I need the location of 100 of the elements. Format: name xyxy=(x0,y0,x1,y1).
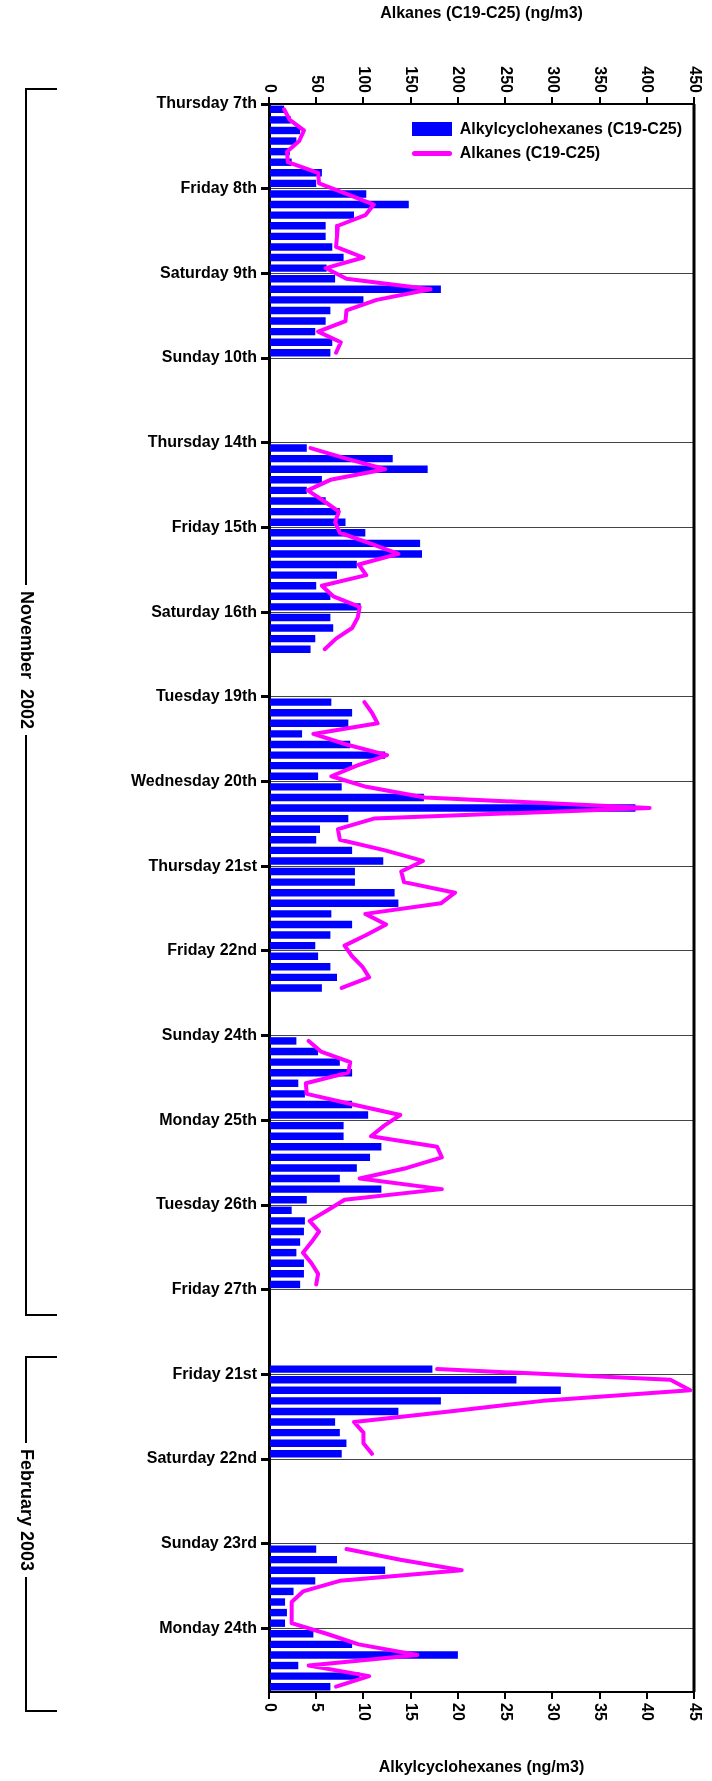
bar xyxy=(270,910,332,918)
bar xyxy=(270,709,353,717)
y-tick-label: Thursday 14th xyxy=(147,433,257,451)
y-tick-label: Wednesday 20th xyxy=(131,771,257,789)
bar xyxy=(270,486,307,495)
bar xyxy=(270,444,307,452)
bar xyxy=(270,338,333,346)
bar xyxy=(270,751,386,759)
bar xyxy=(270,274,336,283)
text: February 2003 xyxy=(15,1443,37,1578)
bar xyxy=(270,963,331,971)
text: November 2002 xyxy=(15,585,37,736)
bar xyxy=(270,1608,287,1617)
bar xyxy=(270,1450,342,1458)
bar xyxy=(270,349,331,357)
bar xyxy=(270,306,331,315)
bar xyxy=(270,1375,517,1384)
bar xyxy=(270,1090,305,1098)
x-tick-label: 5 xyxy=(308,1703,326,1712)
x2-tick-label: 50 xyxy=(308,75,326,94)
bar xyxy=(270,634,316,643)
bar xyxy=(270,243,333,251)
bar xyxy=(270,772,319,780)
bar xyxy=(270,1248,297,1257)
y-tick-label: Saturday 22nd xyxy=(146,1449,257,1467)
bar xyxy=(270,232,326,241)
y-tick-label: Monday 25th xyxy=(159,1110,257,1128)
bar xyxy=(270,1058,340,1066)
bar xyxy=(270,730,303,738)
x2-tick-label: 400 xyxy=(639,66,657,94)
bar xyxy=(270,761,353,770)
x-axis-title: Alkylcyclohexanes (ng/m3) xyxy=(378,1757,585,1775)
bar xyxy=(270,814,349,823)
x2-axis-title: Alkanes (C19-C25) (ng/m3) xyxy=(380,4,583,22)
bar xyxy=(270,1439,347,1447)
bar xyxy=(270,984,322,992)
bar xyxy=(270,1598,286,1606)
bar xyxy=(270,867,355,876)
bar xyxy=(270,1587,294,1596)
bar xyxy=(270,211,354,219)
legend-label: Alkylcyclohexanes (C19-C25) xyxy=(459,120,682,138)
x2-tick-label: 350 xyxy=(592,66,610,94)
y-tick-label: Saturday 16th xyxy=(151,602,257,620)
bar xyxy=(270,1418,336,1426)
y-tick-label: Friday 22nd xyxy=(167,941,257,959)
bar xyxy=(270,889,395,897)
y-tick-label: Friday 21st xyxy=(172,1364,258,1382)
bar xyxy=(270,1619,286,1627)
bar xyxy=(270,1545,317,1553)
bar xyxy=(270,571,337,579)
y-tick-label: Saturday 9th xyxy=(160,263,257,281)
bar xyxy=(270,1428,340,1437)
x-tick-label: 25 xyxy=(497,1703,515,1721)
y-tick-label: Thursday 21st xyxy=(148,856,258,874)
bar xyxy=(270,899,399,907)
bar xyxy=(270,253,344,262)
bar xyxy=(270,783,342,791)
bar xyxy=(270,1397,441,1405)
bar xyxy=(270,941,316,950)
bar xyxy=(270,1227,304,1236)
bar xyxy=(270,1238,301,1246)
bar xyxy=(270,857,384,865)
bar xyxy=(270,317,326,325)
y-tick-label: Tuesday 19th xyxy=(155,687,257,705)
bar xyxy=(270,222,326,230)
bar xyxy=(270,1164,357,1172)
x2-tick-label: 0 xyxy=(261,84,279,94)
bar xyxy=(270,1280,301,1289)
bar xyxy=(270,264,327,272)
y-tick-label: Sunday 23rd xyxy=(160,1534,257,1552)
bar xyxy=(270,1640,353,1649)
y-tick-label: Sunday 10th xyxy=(161,348,257,366)
bar xyxy=(270,836,317,844)
bar xyxy=(270,518,346,526)
y-tick-label: Friday 27th xyxy=(171,1280,257,1298)
bar xyxy=(270,624,334,632)
bar xyxy=(270,1185,382,1193)
bar xyxy=(270,1407,399,1416)
bar xyxy=(270,931,331,939)
x-tick-label: 35 xyxy=(592,1703,610,1721)
bar xyxy=(270,878,355,886)
x2-tick-label: 300 xyxy=(544,66,562,94)
bar xyxy=(270,1206,292,1215)
bar xyxy=(270,476,322,484)
bar xyxy=(270,1259,304,1267)
bar xyxy=(270,1365,433,1373)
bar xyxy=(270,1566,386,1574)
bar xyxy=(270,613,331,622)
bar xyxy=(270,581,317,590)
bar xyxy=(270,1132,344,1140)
bar xyxy=(270,592,331,600)
y-tick-label: Friday 8th xyxy=(180,179,257,197)
x2-tick-label: 200 xyxy=(450,66,468,94)
bar xyxy=(270,1196,307,1204)
x-tick-label: 30 xyxy=(544,1703,562,1721)
bar xyxy=(270,1047,319,1056)
bar xyxy=(270,1174,340,1183)
bar xyxy=(270,1555,337,1564)
y-tick-label: Friday 15th xyxy=(171,517,257,535)
bar xyxy=(270,645,311,653)
